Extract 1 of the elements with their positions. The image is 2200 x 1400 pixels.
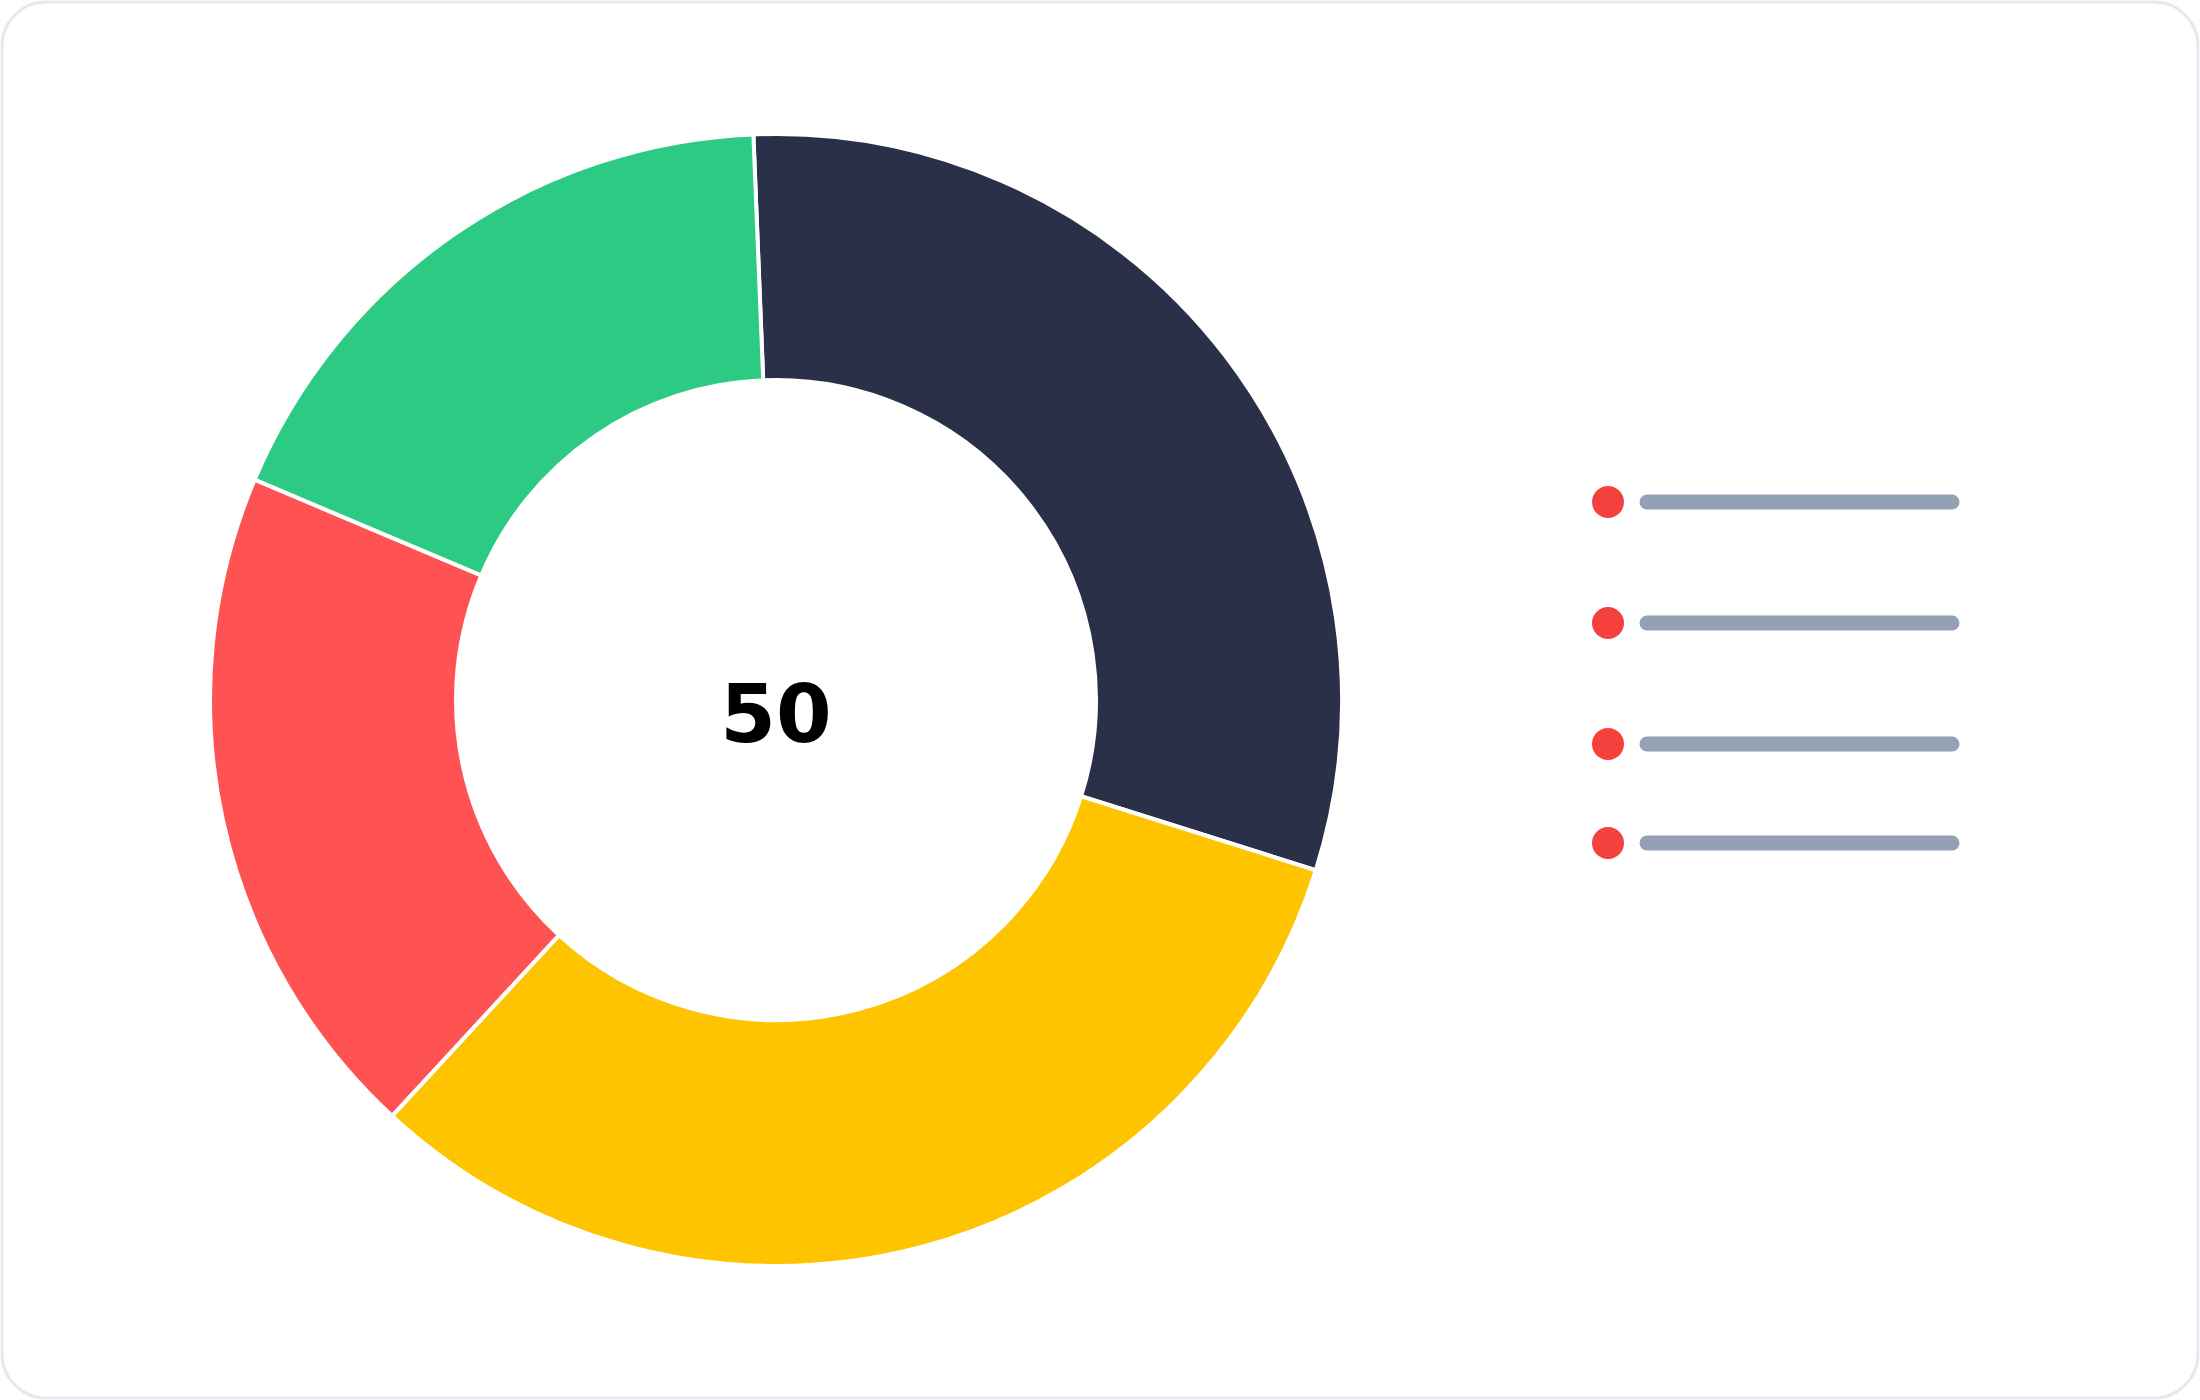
- text: 50: [720, 667, 832, 761]
